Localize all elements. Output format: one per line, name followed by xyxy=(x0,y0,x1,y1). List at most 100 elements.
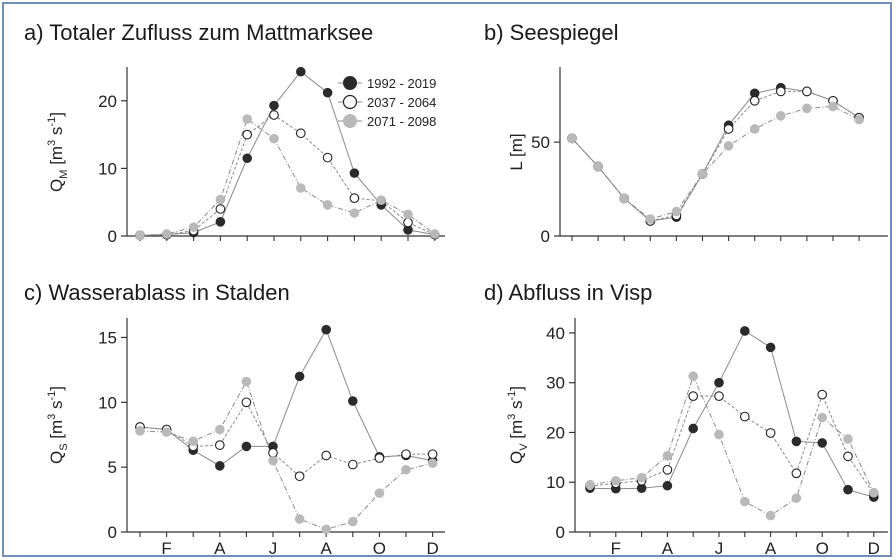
data-point xyxy=(662,464,673,475)
y-tick-label: 20 xyxy=(98,92,117,111)
y-axis-label-part: ] xyxy=(47,386,66,391)
series-line xyxy=(139,401,433,477)
panel-b: b) Seespiegel 0 50 L [m] xyxy=(484,20,888,246)
data-point xyxy=(401,464,411,475)
y-tick-label: 15 xyxy=(98,328,117,347)
data-point xyxy=(296,66,306,77)
y-axis-label-part: [m xyxy=(507,420,526,444)
y-tick-label: 0 xyxy=(541,227,550,246)
y-axis-label-part: M xyxy=(58,170,70,179)
x-tick-label: D xyxy=(868,539,880,558)
data-point xyxy=(791,493,802,503)
data-point xyxy=(843,484,853,495)
data-point xyxy=(403,217,413,228)
data-point xyxy=(775,86,786,97)
data-point xyxy=(348,516,358,527)
data-point xyxy=(215,204,226,214)
data-point xyxy=(645,214,656,224)
data-point xyxy=(593,161,603,172)
data-point xyxy=(188,436,198,447)
series-line xyxy=(571,105,860,220)
y-tick-label: 0 xyxy=(108,227,117,246)
data-point xyxy=(714,377,724,388)
data-point xyxy=(802,86,812,97)
y-tick-label: 0 xyxy=(108,523,117,542)
data-point xyxy=(697,169,708,179)
data-point xyxy=(321,324,332,335)
data-point xyxy=(567,133,577,144)
data-point xyxy=(843,451,853,462)
data-point xyxy=(636,472,647,483)
series-line xyxy=(139,114,436,236)
y-tick-label: 0 xyxy=(556,523,565,542)
data-point xyxy=(294,514,305,524)
data-point xyxy=(242,129,253,140)
x-tick-label: F xyxy=(161,539,171,558)
legend-marker xyxy=(343,76,357,90)
data-point xyxy=(322,200,333,210)
data-point xyxy=(765,428,776,438)
y-axis-label-part: S xyxy=(58,443,70,450)
data-point xyxy=(241,376,252,387)
panel-a: a) Totaler Zufluss zum Mattmarksee 0 10 20 Q… xyxy=(24,20,445,246)
data-point xyxy=(322,87,333,98)
data-point xyxy=(347,459,358,470)
y-axis-label: QV [m3 s-1] xyxy=(506,386,530,464)
y-axis-label-part: -1 xyxy=(506,391,518,401)
data-point xyxy=(161,427,172,437)
data-point xyxy=(374,453,385,463)
y-axis-label-part: [m xyxy=(47,420,66,444)
data-point xyxy=(295,128,306,139)
data-point xyxy=(427,449,438,460)
data-point xyxy=(765,342,776,353)
data-point xyxy=(242,114,252,124)
data-point xyxy=(135,230,145,241)
data-point xyxy=(403,209,413,220)
data-point xyxy=(765,510,776,521)
panel-title: c) Wasserablass in Stalden xyxy=(24,280,290,305)
y-axis-label-part: V xyxy=(518,443,530,451)
data-point xyxy=(269,110,279,120)
panel-title: d) Abfluss in Visp xyxy=(484,280,652,305)
data-point xyxy=(828,101,838,112)
y-axis-label-part: ] xyxy=(507,386,526,391)
y-axis-label-part: ] xyxy=(47,112,66,117)
y-axis-label-part: 3 xyxy=(46,140,58,146)
data-point xyxy=(348,396,358,406)
data-point xyxy=(585,479,595,490)
series-line xyxy=(571,90,860,222)
y-axis-label-part: Q xyxy=(47,451,66,464)
y-axis-label-part: [m xyxy=(47,146,66,170)
y-axis-label-part: Q xyxy=(47,179,66,192)
data-point xyxy=(215,194,226,205)
x-tick-label: A xyxy=(765,539,777,558)
legend-label: 2071 - 2098 xyxy=(367,114,436,129)
data-point xyxy=(817,438,828,448)
data-point xyxy=(241,441,252,452)
data-point xyxy=(268,455,278,466)
data-point xyxy=(723,141,734,151)
data-point xyxy=(854,114,864,125)
data-point xyxy=(740,496,750,507)
data-point xyxy=(843,434,853,444)
y-tick-label: 10 xyxy=(546,473,565,492)
data-point xyxy=(749,95,760,106)
series-line xyxy=(139,380,433,530)
panel-title: a) Totaler Zufluss zum Mattmarksee xyxy=(24,20,373,45)
data-point xyxy=(817,389,828,400)
x-tick-label: A xyxy=(662,539,674,558)
data-point xyxy=(671,206,682,217)
y-axis-label-part: 3 xyxy=(46,414,58,420)
data-point xyxy=(749,124,760,134)
x-tick-label: O xyxy=(373,539,386,558)
series-line xyxy=(589,374,875,517)
data-point xyxy=(802,103,812,114)
data-point xyxy=(321,450,332,461)
x-tick-label: D xyxy=(426,539,438,558)
data-point xyxy=(723,124,734,134)
x-tick-label: A xyxy=(214,539,226,558)
data-point xyxy=(349,193,360,203)
panel-title: b) Seespiegel xyxy=(484,20,619,45)
y-axis-label: L [m] xyxy=(507,133,526,170)
